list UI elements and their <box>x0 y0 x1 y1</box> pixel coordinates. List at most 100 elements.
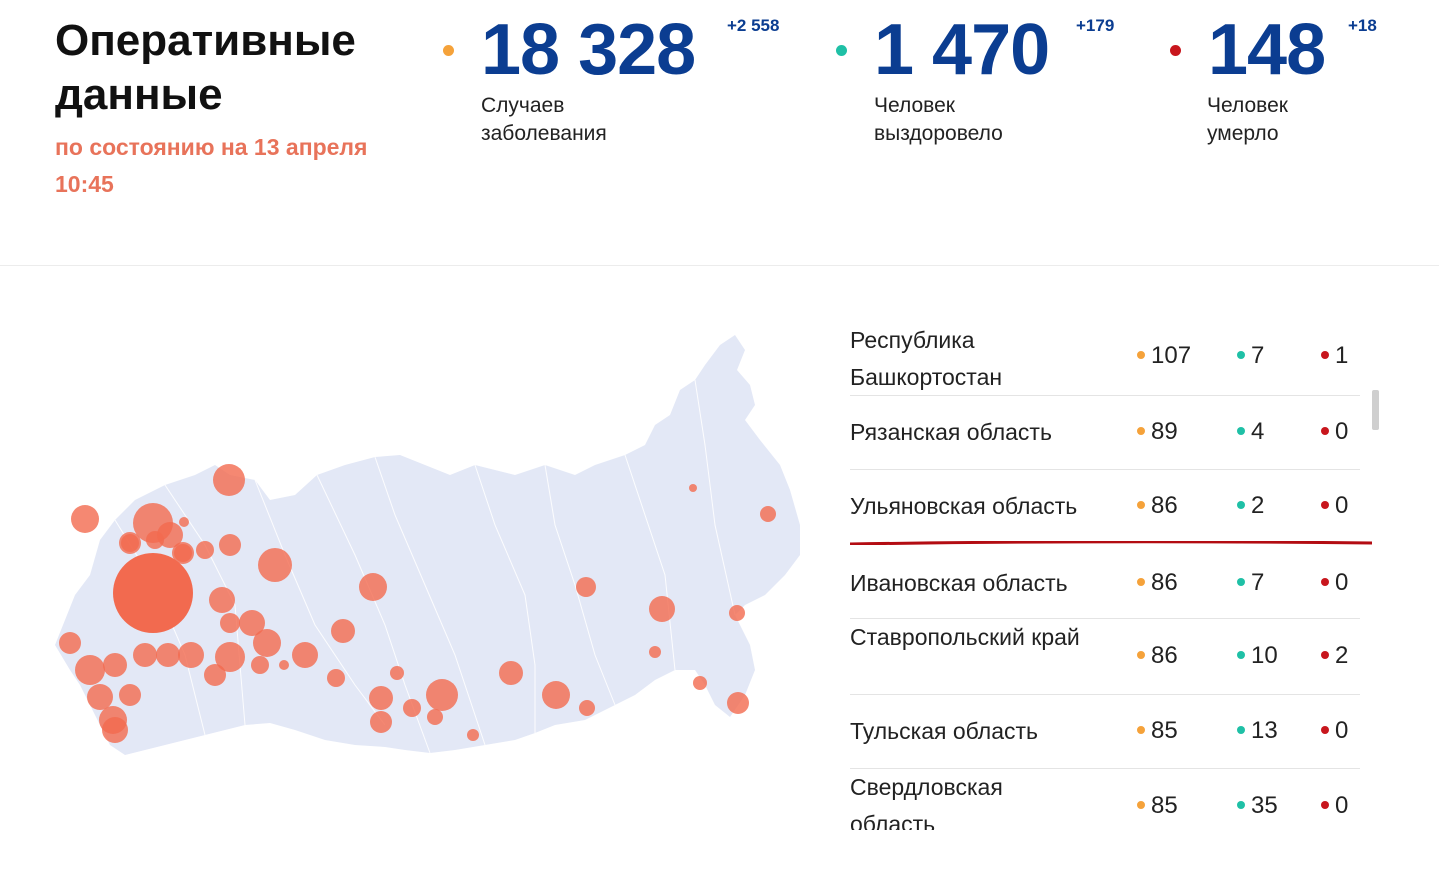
region-recovered-value: 7 <box>1251 342 1265 369</box>
cases-dot-icon <box>1137 725 1145 734</box>
section-divider <box>0 265 1439 266</box>
map-bubble[interactable] <box>119 684 141 706</box>
region-deaths-value: 1 <box>1335 342 1349 369</box>
map-bubble[interactable] <box>220 613 240 633</box>
table-row[interactable]: Свердловская область 85 35 0 <box>850 769 1360 830</box>
cases-dot-icon <box>1137 426 1145 435</box>
map-bubble[interactable] <box>178 642 204 668</box>
map-bubble[interactable] <box>760 506 776 522</box>
region-recovered-value: 2 <box>1251 492 1265 519</box>
map-bubble[interactable] <box>542 681 570 709</box>
map-bubble[interactable] <box>59 632 81 654</box>
map-bubble[interactable] <box>75 655 105 685</box>
map-bubble[interactable] <box>204 664 226 686</box>
map-bubble[interactable] <box>196 541 214 559</box>
recovered-label-line1: Человек <box>874 94 955 117</box>
region-recovered: 10 <box>1237 642 1278 670</box>
map-bubble[interactable] <box>71 505 99 533</box>
cases-dot-icon <box>1137 350 1145 359</box>
map-bubble[interactable] <box>213 464 245 496</box>
deaths-dot-icon <box>1321 426 1329 435</box>
region-deaths: 1 <box>1321 342 1348 370</box>
table-row[interactable]: Ивановская область 86 7 0 <box>850 545 1360 619</box>
map-bubble[interactable] <box>102 717 128 743</box>
region-recovered-value: 7 <box>1251 569 1265 596</box>
map-bubble[interactable] <box>576 577 596 597</box>
map-bubble[interactable] <box>427 709 443 725</box>
map-bubble[interactable] <box>113 553 193 633</box>
deaths-dot-icon <box>1170 45 1181 56</box>
region-cases: 86 <box>1137 569 1178 597</box>
highlight-underline <box>850 541 1372 545</box>
region-deaths: 0 <box>1321 717 1348 745</box>
map-bubble[interactable] <box>331 619 355 643</box>
map-bubble[interactable] <box>403 699 421 717</box>
map-bubble[interactable] <box>499 661 523 685</box>
map-bubble[interactable] <box>179 517 189 527</box>
map-bubble[interactable] <box>359 573 387 601</box>
map-bubble[interactable] <box>174 544 192 562</box>
region-deaths-value: 0 <box>1335 792 1349 819</box>
region-recovered-value: 13 <box>1251 717 1278 744</box>
recovered-dot-icon <box>1237 577 1245 586</box>
map-bubble[interactable] <box>279 660 289 670</box>
map-bubble[interactable] <box>251 656 269 674</box>
map-bubble[interactable] <box>729 605 745 621</box>
recovered-dot-icon <box>1237 650 1245 659</box>
region-name: Ивановская область <box>850 570 1068 596</box>
map-bubble[interactable] <box>689 484 697 492</box>
map-bubble[interactable] <box>370 711 392 733</box>
map-bubble[interactable] <box>258 548 292 582</box>
region-cases: 86 <box>1137 642 1178 670</box>
region-name: Свердловская область <box>850 774 1003 830</box>
cases-label-line2: заболевания <box>481 122 607 145</box>
map-bubble[interactable] <box>649 646 661 658</box>
map-bubble[interactable] <box>693 676 707 690</box>
region-cases: 89 <box>1137 418 1178 446</box>
deaths-dot-icon <box>1321 500 1329 509</box>
map-bubble[interactable] <box>369 686 393 710</box>
region-deaths: 0 <box>1321 492 1348 520</box>
map-bubble[interactable] <box>215 642 245 672</box>
map-bubble[interactable] <box>87 684 113 710</box>
recovered-dot-icon <box>1237 725 1245 734</box>
map-bubble[interactable] <box>467 729 479 741</box>
region-cases-value: 85 <box>1151 792 1178 819</box>
table-row[interactable]: Рязанская область 89 4 0 <box>850 396 1360 470</box>
cases-dot-icon <box>1137 500 1145 509</box>
map-bubble[interactable] <box>133 643 157 667</box>
map-bubble[interactable] <box>327 669 345 687</box>
table-row[interactable]: Ульяновская область 86 2 0 <box>850 470 1360 545</box>
map-bubble[interactable] <box>209 587 235 613</box>
russia-map[interactable] <box>55 325 805 765</box>
deaths-dot-icon <box>1321 350 1329 359</box>
region-list[interactable]: Республика Башкортостан 107 7 1 Рязанска… <box>850 318 1360 830</box>
region-recovered-value: 10 <box>1251 642 1278 669</box>
table-row[interactable]: Ставропольский край 86 10 2 <box>850 619 1360 695</box>
map-bubble[interactable] <box>253 629 281 657</box>
deaths-label-line2: умерло <box>1207 122 1279 145</box>
region-deaths: 0 <box>1321 418 1348 446</box>
region-recovered: 2 <box>1237 492 1264 520</box>
map-bubble[interactable] <box>292 642 318 668</box>
map-bubble[interactable] <box>727 692 749 714</box>
region-name: Республика Башкортостан <box>850 327 1003 390</box>
deaths-value: 148 <box>1208 10 1326 90</box>
map-bubble[interactable] <box>121 534 139 552</box>
table-row[interactable]: Тульская область 85 13 0 <box>850 695 1360 769</box>
region-cases: 107 <box>1137 342 1191 370</box>
map-bubble[interactable] <box>103 653 127 677</box>
map-bubble[interactable] <box>239 610 265 636</box>
region-list-scrollbar[interactable] <box>1372 390 1379 430</box>
map-bubble[interactable] <box>649 596 675 622</box>
region-deaths: 0 <box>1321 792 1348 820</box>
deaths-label-line1: Человек <box>1207 94 1288 117</box>
table-row[interactable]: Республика Башкортостан 107 7 1 <box>850 318 1360 396</box>
map-bubble[interactable] <box>156 643 180 667</box>
page-title: Оперативные данные <box>55 16 356 119</box>
map-bubble[interactable] <box>146 531 164 549</box>
map-bubble[interactable] <box>426 679 458 711</box>
map-bubble[interactable] <box>579 700 595 716</box>
map-bubble[interactable] <box>219 534 241 556</box>
map-bubble[interactable] <box>390 666 404 680</box>
